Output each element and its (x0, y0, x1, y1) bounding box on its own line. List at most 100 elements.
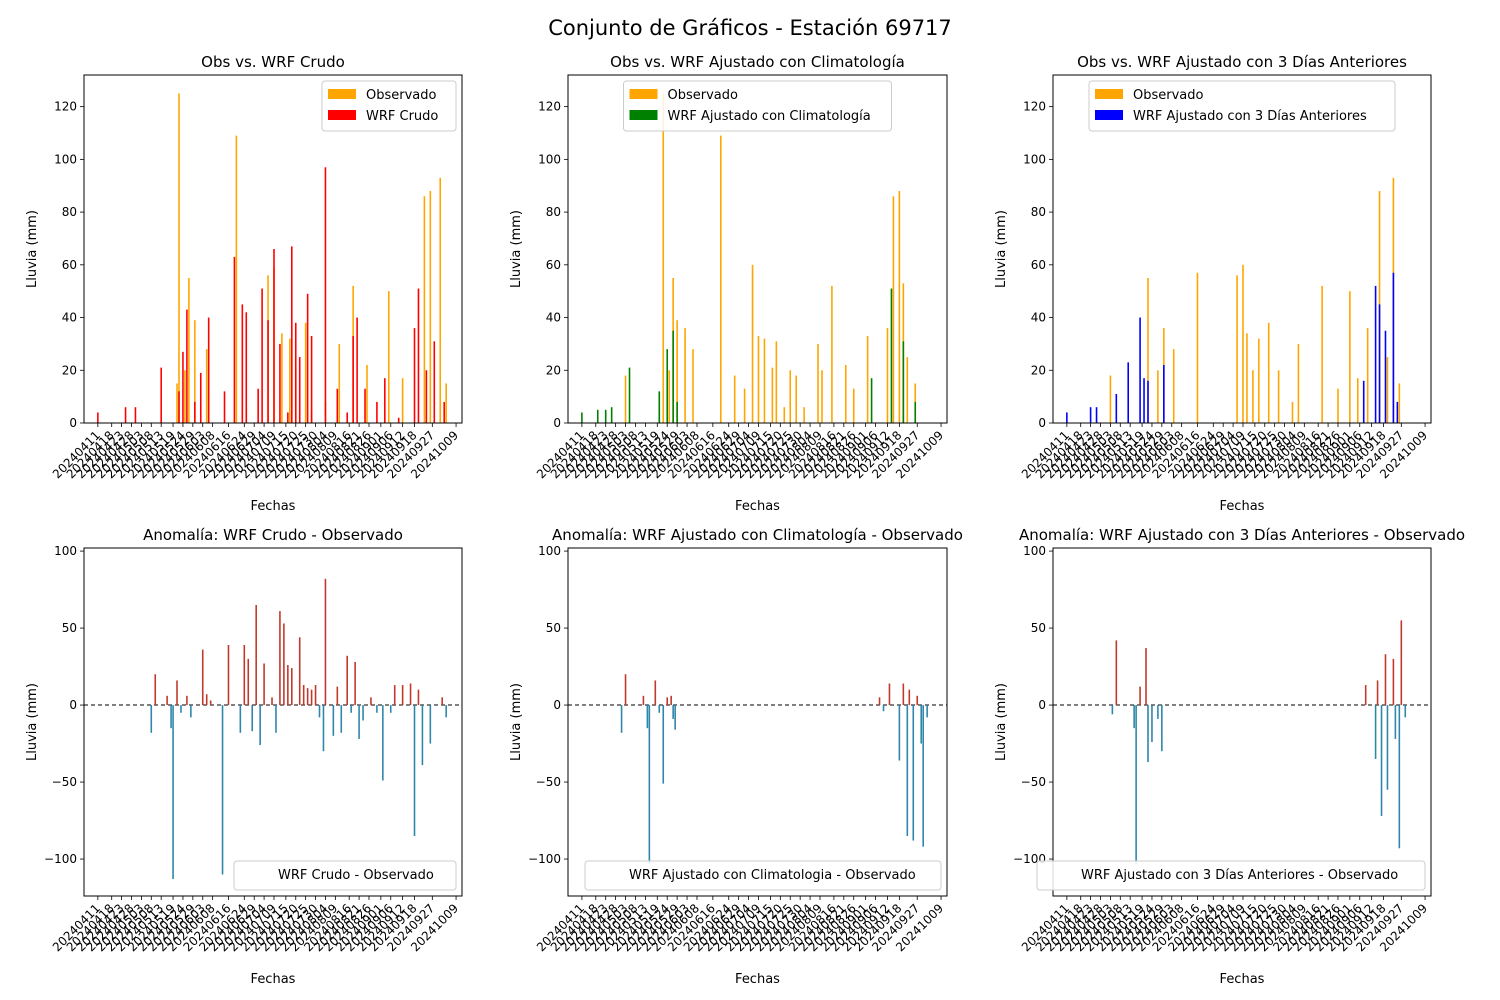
subplot-5: Anomalía: WRF Ajustado con Climatología … (509, 526, 963, 987)
bar (441, 697, 444, 706)
legend-label: WRF Ajustado con 3 Días Anteriores (1133, 109, 1367, 124)
bar (1392, 272, 1395, 423)
y-tick-label: −100 (528, 852, 561, 866)
bar (382, 705, 384, 781)
bar (1277, 370, 1280, 423)
y-tick-label: 80 (1031, 205, 1046, 219)
bar (658, 705, 661, 713)
legend-swatch (1095, 110, 1123, 120)
y-tick-label: 0 (69, 416, 77, 430)
x-axis-label: Fechas (1220, 499, 1265, 514)
subplot-1: Obs vs. WRF Crudo02040608010012020240411… (25, 53, 463, 514)
subplot-title: Anomalía: WRF Crudo - Observado (143, 526, 403, 544)
bar (199, 372, 202, 423)
bar (1252, 370, 1254, 423)
bar (443, 401, 445, 423)
y-tick-label: −50 (52, 775, 77, 789)
bar (366, 365, 368, 423)
bar (668, 370, 670, 423)
bar (1147, 705, 1149, 763)
y-tick-label: 120 (538, 100, 561, 114)
y-axis-label: Lluvia (mm) (994, 683, 1009, 761)
y-tick-label: 0 (553, 416, 561, 430)
y-tick-label: 40 (1031, 311, 1046, 325)
legend-label: WRF Crudo (366, 109, 438, 124)
bar (821, 370, 823, 423)
bar (207, 317, 210, 423)
bar (298, 357, 301, 423)
bar (340, 705, 343, 733)
legend: WRF Crudo - Observado (233, 860, 457, 891)
bar (194, 401, 196, 423)
bar (906, 357, 909, 423)
bar (1246, 333, 1248, 423)
bar (642, 695, 645, 706)
y-tick-label: −50 (536, 775, 561, 789)
bar (1267, 322, 1270, 423)
bar (852, 388, 855, 423)
bar (1139, 686, 1141, 706)
bar (610, 407, 613, 423)
bar (1366, 328, 1369, 423)
y-tick-label: 80 (546, 205, 561, 219)
x-axis-label: Fechas (735, 499, 780, 514)
bar (205, 349, 208, 423)
bar (1151, 705, 1153, 743)
bar (176, 680, 178, 706)
axes-frame (83, 547, 463, 897)
bar (912, 705, 915, 841)
legend-label: Observado (1133, 88, 1204, 103)
bar (604, 409, 607, 423)
bar (914, 401, 917, 423)
bar (1400, 620, 1403, 706)
bar (1089, 407, 1092, 423)
axes-frame (567, 547, 948, 897)
bar (336, 388, 339, 423)
bar (892, 196, 895, 423)
bar (1135, 705, 1137, 864)
x-axis-label: Fechas (735, 972, 780, 987)
bar (275, 705, 277, 733)
bar (751, 264, 754, 423)
y-tick-label: 100 (538, 152, 561, 166)
bar (1115, 394, 1118, 423)
bar (906, 705, 909, 836)
y-tick-label: 50 (62, 621, 77, 635)
bar (1398, 383, 1401, 423)
bar (845, 365, 847, 423)
bar (134, 407, 137, 423)
bar (1095, 407, 1098, 423)
legend: WRF Ajustado con Climatologia - Observad… (584, 860, 942, 891)
bar (1356, 378, 1359, 423)
bar (596, 409, 599, 423)
bar (186, 309, 188, 423)
bar (1157, 370, 1159, 423)
bar (387, 291, 390, 423)
bar (1157, 705, 1159, 719)
bar (389, 705, 392, 713)
bar (257, 388, 259, 423)
bar (310, 336, 313, 423)
bar (684, 328, 686, 423)
bar (886, 328, 889, 423)
bar (831, 285, 833, 423)
bar (676, 401, 678, 423)
bar (733, 375, 736, 423)
subplot-2: Obs vs. WRF Ajustado con Climatología 0 20… (509, 53, 948, 514)
bar (306, 293, 309, 423)
bar (1172, 349, 1175, 423)
legend-box (584, 860, 942, 891)
y-tick-label: 60 (62, 258, 77, 272)
bar (314, 685, 317, 706)
bar (920, 705, 922, 744)
bar (235, 135, 238, 424)
bar (1398, 705, 1401, 849)
bar (670, 695, 672, 706)
bar (255, 604, 257, 706)
bar (1291, 401, 1294, 423)
bar (1242, 264, 1244, 423)
bar (1321, 285, 1323, 423)
y-tick-label: −50 (1021, 775, 1046, 789)
bar (287, 665, 289, 706)
